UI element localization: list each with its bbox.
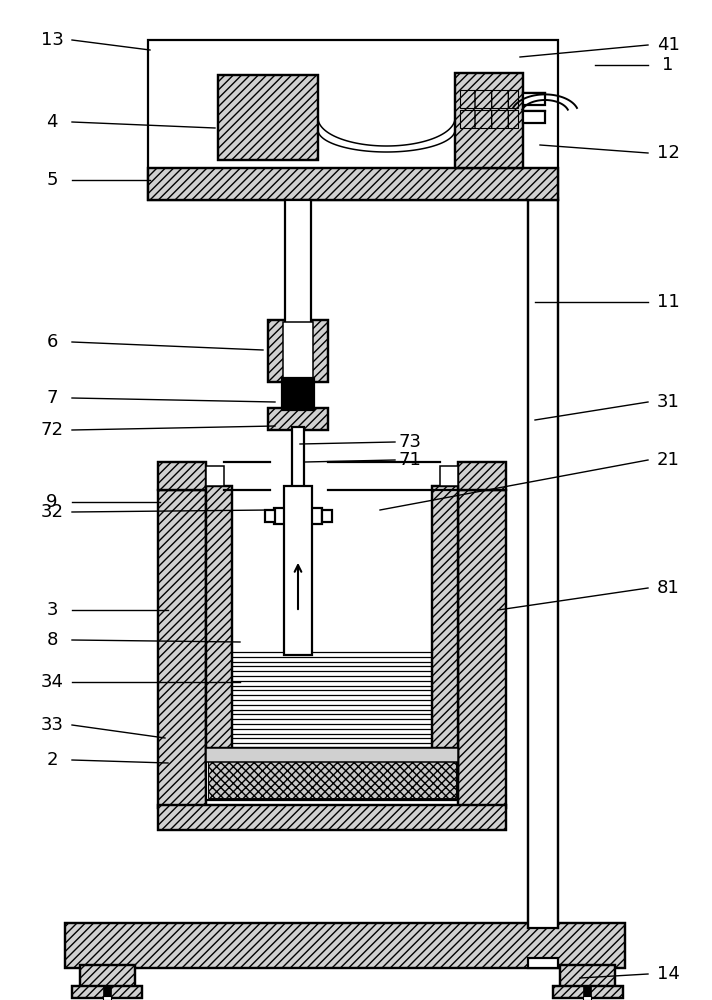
- Bar: [158, 462, 206, 490]
- Bar: [292, 427, 304, 512]
- Bar: [322, 510, 332, 522]
- Text: 21: 21: [656, 451, 679, 469]
- Bar: [103, 996, 111, 1000]
- Bar: [560, 965, 615, 990]
- Text: 13: 13: [41, 31, 63, 49]
- Bar: [218, 75, 318, 160]
- Bar: [158, 490, 206, 808]
- Bar: [158, 462, 206, 490]
- Text: 72: 72: [41, 421, 63, 439]
- Bar: [268, 408, 328, 430]
- Bar: [218, 75, 318, 160]
- Bar: [528, 958, 558, 968]
- Bar: [560, 965, 615, 990]
- Bar: [458, 490, 506, 808]
- Text: 11: 11: [656, 293, 679, 311]
- Text: 31: 31: [656, 393, 679, 411]
- Bar: [80, 965, 135, 990]
- Bar: [432, 486, 458, 775]
- Bar: [206, 486, 232, 775]
- Bar: [206, 486, 232, 775]
- Bar: [158, 805, 506, 830]
- Bar: [268, 320, 328, 382]
- Text: 81: 81: [656, 579, 679, 597]
- Text: 33: 33: [41, 716, 63, 734]
- Bar: [583, 996, 591, 1000]
- Bar: [455, 73, 523, 168]
- Bar: [274, 508, 322, 524]
- Bar: [455, 73, 523, 168]
- Bar: [206, 748, 458, 800]
- Bar: [206, 466, 224, 486]
- Bar: [72, 986, 142, 998]
- Bar: [440, 466, 458, 486]
- Text: 5: 5: [46, 171, 58, 189]
- Bar: [282, 378, 314, 410]
- Bar: [208, 760, 456, 798]
- Bar: [268, 320, 328, 382]
- Bar: [284, 486, 312, 655]
- Bar: [583, 986, 591, 998]
- Text: 14: 14: [656, 965, 679, 983]
- Bar: [283, 322, 313, 380]
- Text: 8: 8: [46, 631, 58, 649]
- Text: 9: 9: [46, 493, 58, 511]
- Bar: [460, 90, 518, 108]
- Text: 6: 6: [46, 333, 58, 351]
- Bar: [432, 486, 458, 775]
- Bar: [148, 40, 558, 200]
- Text: 7: 7: [46, 389, 58, 407]
- Bar: [65, 923, 625, 968]
- Bar: [72, 986, 142, 998]
- Bar: [268, 408, 328, 430]
- Text: 71: 71: [399, 451, 422, 469]
- Bar: [206, 748, 458, 762]
- Bar: [148, 168, 558, 200]
- Text: 41: 41: [656, 36, 679, 54]
- Text: 73: 73: [399, 433, 422, 451]
- Bar: [65, 923, 625, 968]
- Bar: [80, 965, 135, 990]
- Bar: [148, 168, 558, 200]
- Bar: [553, 986, 623, 998]
- Text: 34: 34: [41, 673, 63, 691]
- Bar: [553, 986, 623, 998]
- Text: 2: 2: [46, 751, 58, 769]
- Text: 4: 4: [46, 113, 58, 131]
- Text: 3: 3: [46, 601, 58, 619]
- Bar: [458, 462, 506, 490]
- Bar: [528, 198, 558, 928]
- Bar: [158, 490, 206, 808]
- Bar: [458, 462, 506, 490]
- Text: 32: 32: [41, 503, 63, 521]
- Bar: [158, 805, 506, 830]
- Bar: [523, 93, 545, 105]
- Bar: [460, 110, 518, 128]
- Bar: [458, 490, 506, 808]
- Bar: [285, 200, 311, 350]
- Text: 12: 12: [656, 144, 679, 162]
- Bar: [103, 986, 111, 998]
- Text: 1: 1: [662, 56, 674, 74]
- Bar: [523, 111, 545, 123]
- Bar: [265, 510, 275, 522]
